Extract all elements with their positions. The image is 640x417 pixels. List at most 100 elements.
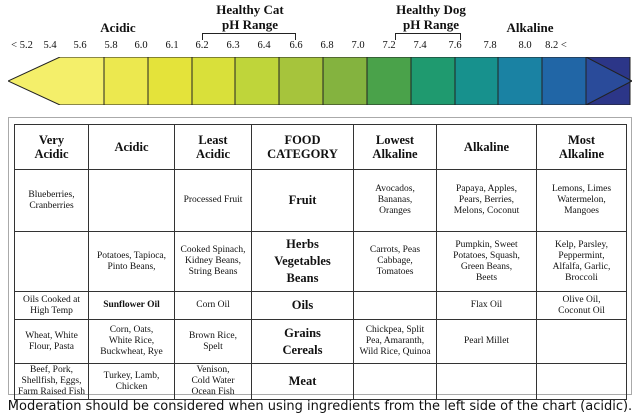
ph-color-segment: [541, 57, 587, 105]
cell-line: Acidic: [34, 147, 69, 161]
column-header: Acidic: [88, 124, 175, 170]
cell-line: Carrots, Peas: [369, 245, 421, 255]
cell-line: Wheat, White: [25, 330, 78, 341]
ph-color-segment: [585, 57, 632, 105]
cell-line: Wild Rice, Quinoa: [359, 347, 431, 357]
cell-line: Green Beans,: [460, 261, 513, 272]
acidic-label: Acidic: [100, 20, 136, 35]
cell-line: High Temp: [30, 305, 73, 316]
ph-tick-label: 7.2: [382, 40, 396, 51]
cell-line: Vegetables: [274, 254, 331, 268]
cell-line: Kidney Beans,: [185, 256, 241, 266]
food-cell: Beef, Pork, Shellfish, Eggs, Farm Raised F…: [14, 363, 89, 400]
cell-line: Cold Water: [191, 376, 235, 386]
cell-line: Papaya, Apples,: [456, 184, 517, 194]
food-cell: Oils Cooked at High Temp: [14, 291, 89, 320]
column-header: Alkaline: [436, 124, 537, 170]
cell-line: Buckwheat, Rye: [100, 347, 163, 357]
cat-range-bracket: [202, 33, 296, 40]
ph-color-segment: [103, 57, 149, 105]
cell-line: Grains: [284, 325, 321, 340]
food-cell: [536, 363, 627, 400]
cell-line: Most: [567, 133, 596, 147]
cell-line: Brown Rice,: [188, 330, 238, 341]
healthy-dog-line2: pH Range: [403, 17, 459, 32]
table-row: Wheat, White Flour, Pasta Corn, Oats, White…: [14, 319, 627, 364]
food-cell: Venison, Cold Water Ocean Fish: [174, 363, 252, 400]
cell-line: Sunflower Oil: [103, 300, 160, 310]
cell-line: Chicken: [115, 381, 148, 392]
cell-line: Beets: [475, 272, 498, 283]
food-cell: [88, 169, 175, 232]
cell-line: Herbs: [286, 237, 319, 251]
cell-line: Flour, Pasta: [28, 341, 74, 352]
cell-line: Peppermint,: [558, 250, 605, 261]
healthy-cat-line2: pH Range: [222, 17, 278, 32]
cell-line: Blueberries,: [28, 189, 75, 200]
food-category-cell: Herbs Vegetables Beans: [251, 231, 354, 292]
table-row: Blueberries, Cranberries Processed Fruit Fr…: [14, 169, 627, 232]
food-cell: Carrots, Peas Cabbage, Tomatoes: [353, 231, 437, 292]
food-category-cell: Grains Cereals: [251, 319, 354, 364]
cell-line: Chickpea, Split: [365, 325, 425, 335]
food-cell: [353, 291, 437, 320]
cell-line: Pea, Amaranth,: [365, 336, 425, 346]
table-row: Oils Cooked at High Temp Sunflower Oil Corn…: [14, 291, 627, 320]
cell-line: Alfalfa, Garlic,: [552, 261, 611, 272]
ph-color-segment: [410, 57, 456, 105]
cell-line: Potatoes, Squash,: [453, 250, 520, 261]
ph-color-segment: [366, 57, 412, 105]
cell-line: Pears, Berries,: [458, 195, 515, 205]
cell-line: Melons, Coconut: [453, 206, 520, 216]
cell-line: Olive Oil,: [562, 294, 601, 305]
cell-line: Lemons, Limes: [551, 184, 612, 194]
cell-line: Bananas,: [377, 195, 413, 205]
food-cell: Pearl Millet: [436, 319, 537, 364]
food-cell: [436, 363, 537, 400]
cell-line: Venison,: [196, 365, 230, 375]
cell-line: Alkaline: [372, 147, 418, 161]
ph-color-segment: [322, 57, 368, 105]
food-category-cell: Fruit: [251, 169, 354, 232]
food-cell: Brown Rice, Spelt: [174, 319, 252, 364]
table-row: Potatoes, Tapioca, Pinto Beans, Cooked Spi…: [14, 231, 627, 292]
cell-line: Beans: [286, 271, 319, 285]
cell-line: Farm Raised Fish: [17, 387, 86, 397]
cell-line: Watermelon,: [557, 195, 606, 205]
cell-line: Meat: [288, 374, 317, 388]
food-cell: [353, 363, 437, 400]
column-header: Lowest Alkaline: [353, 124, 437, 170]
cell-line: Least: [198, 133, 228, 147]
food-cell: Olive Oil, Coconut Oil: [536, 291, 627, 320]
cell-line: Broccoli: [565, 272, 598, 283]
cell-line: Turkey, Lamb,: [103, 370, 160, 381]
food-cell: Corn Oil: [174, 291, 252, 320]
ph-tick-label: 7.8: [483, 40, 497, 51]
ph-tick-label: 6.0: [134, 40, 148, 51]
cell-line: Pinto Beans,: [107, 261, 156, 272]
healthy-dog-range-label: Healthy Dog pH Range: [376, 2, 486, 32]
food-category-cell: Meat: [251, 363, 354, 400]
column-header: FOOD CATEGORY: [251, 124, 354, 170]
cell-line: Very: [38, 133, 65, 147]
ph-tick-label: 5.6: [73, 40, 87, 51]
ph-tick-label: 6.1: [165, 40, 179, 51]
cell-line: Corn, Oats,: [109, 325, 154, 335]
ph-color-segment: [147, 57, 193, 105]
cell-line: Coconut Oil: [558, 305, 605, 316]
ph-color-segment: [191, 57, 236, 105]
ph-color-segment: [454, 57, 499, 105]
healthy-dog-line1: Healthy Dog: [396, 2, 466, 17]
ph-tick-label: 7.0: [351, 40, 365, 51]
cell-line: Ocean Fish: [191, 387, 235, 397]
ph-tick-label: 8.0: [518, 40, 532, 51]
food-cell: Kelp, Parsley, Peppermint, Alfalfa, Garlic…: [536, 231, 627, 292]
ph-tick-label: 7.4: [413, 40, 427, 51]
column-header: Very Acidic: [14, 124, 89, 170]
cell-line: Mangoes: [564, 206, 599, 216]
food-cell: [536, 319, 627, 364]
alkaline-label: Alkaline: [506, 20, 554, 35]
ph-tick-label: 7.6: [448, 40, 462, 51]
cell-line: Spelt: [203, 341, 223, 352]
cell-line: Corn Oil: [196, 300, 230, 310]
